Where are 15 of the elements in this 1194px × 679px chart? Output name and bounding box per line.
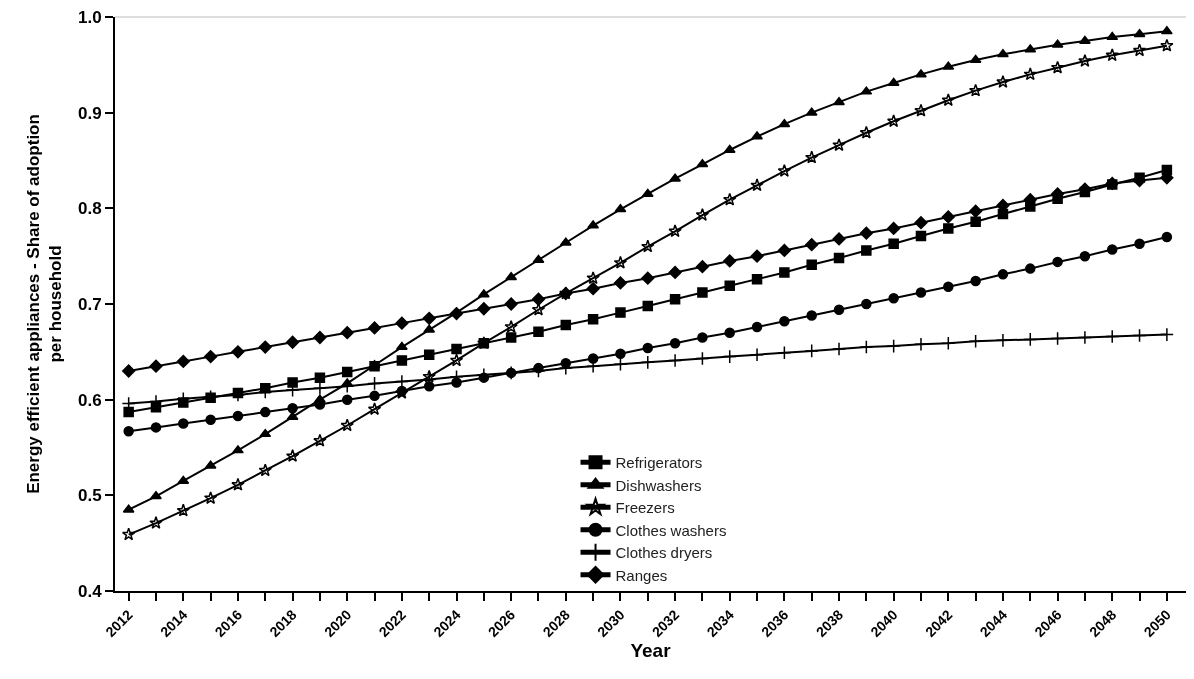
legend-label: Refrigerators bbox=[615, 454, 703, 472]
legend-label: Dishwashers bbox=[615, 476, 702, 494]
legend-label: Clothes dryers bbox=[615, 544, 713, 562]
legend-label: Ranges bbox=[615, 566, 668, 584]
y-tick-label: 0.6 bbox=[77, 390, 102, 410]
y-tick-label: 0.4 bbox=[77, 581, 103, 601]
x-axis-title: Year bbox=[630, 639, 672, 661]
y-tick-label: 0.5 bbox=[77, 486, 102, 506]
legend-label: Clothes washers bbox=[615, 521, 727, 539]
y-axis-title: Energy efficient appliances - Share of adoption per household bbox=[23, 114, 66, 494]
y-tick-label: 0.7 bbox=[77, 294, 102, 314]
y-tick-label: 1.0 bbox=[77, 7, 102, 27]
y-tick-label: 0.8 bbox=[77, 199, 102, 219]
legend-label: Freezers bbox=[615, 499, 675, 517]
y-tick-label: 0.9 bbox=[77, 103, 102, 123]
